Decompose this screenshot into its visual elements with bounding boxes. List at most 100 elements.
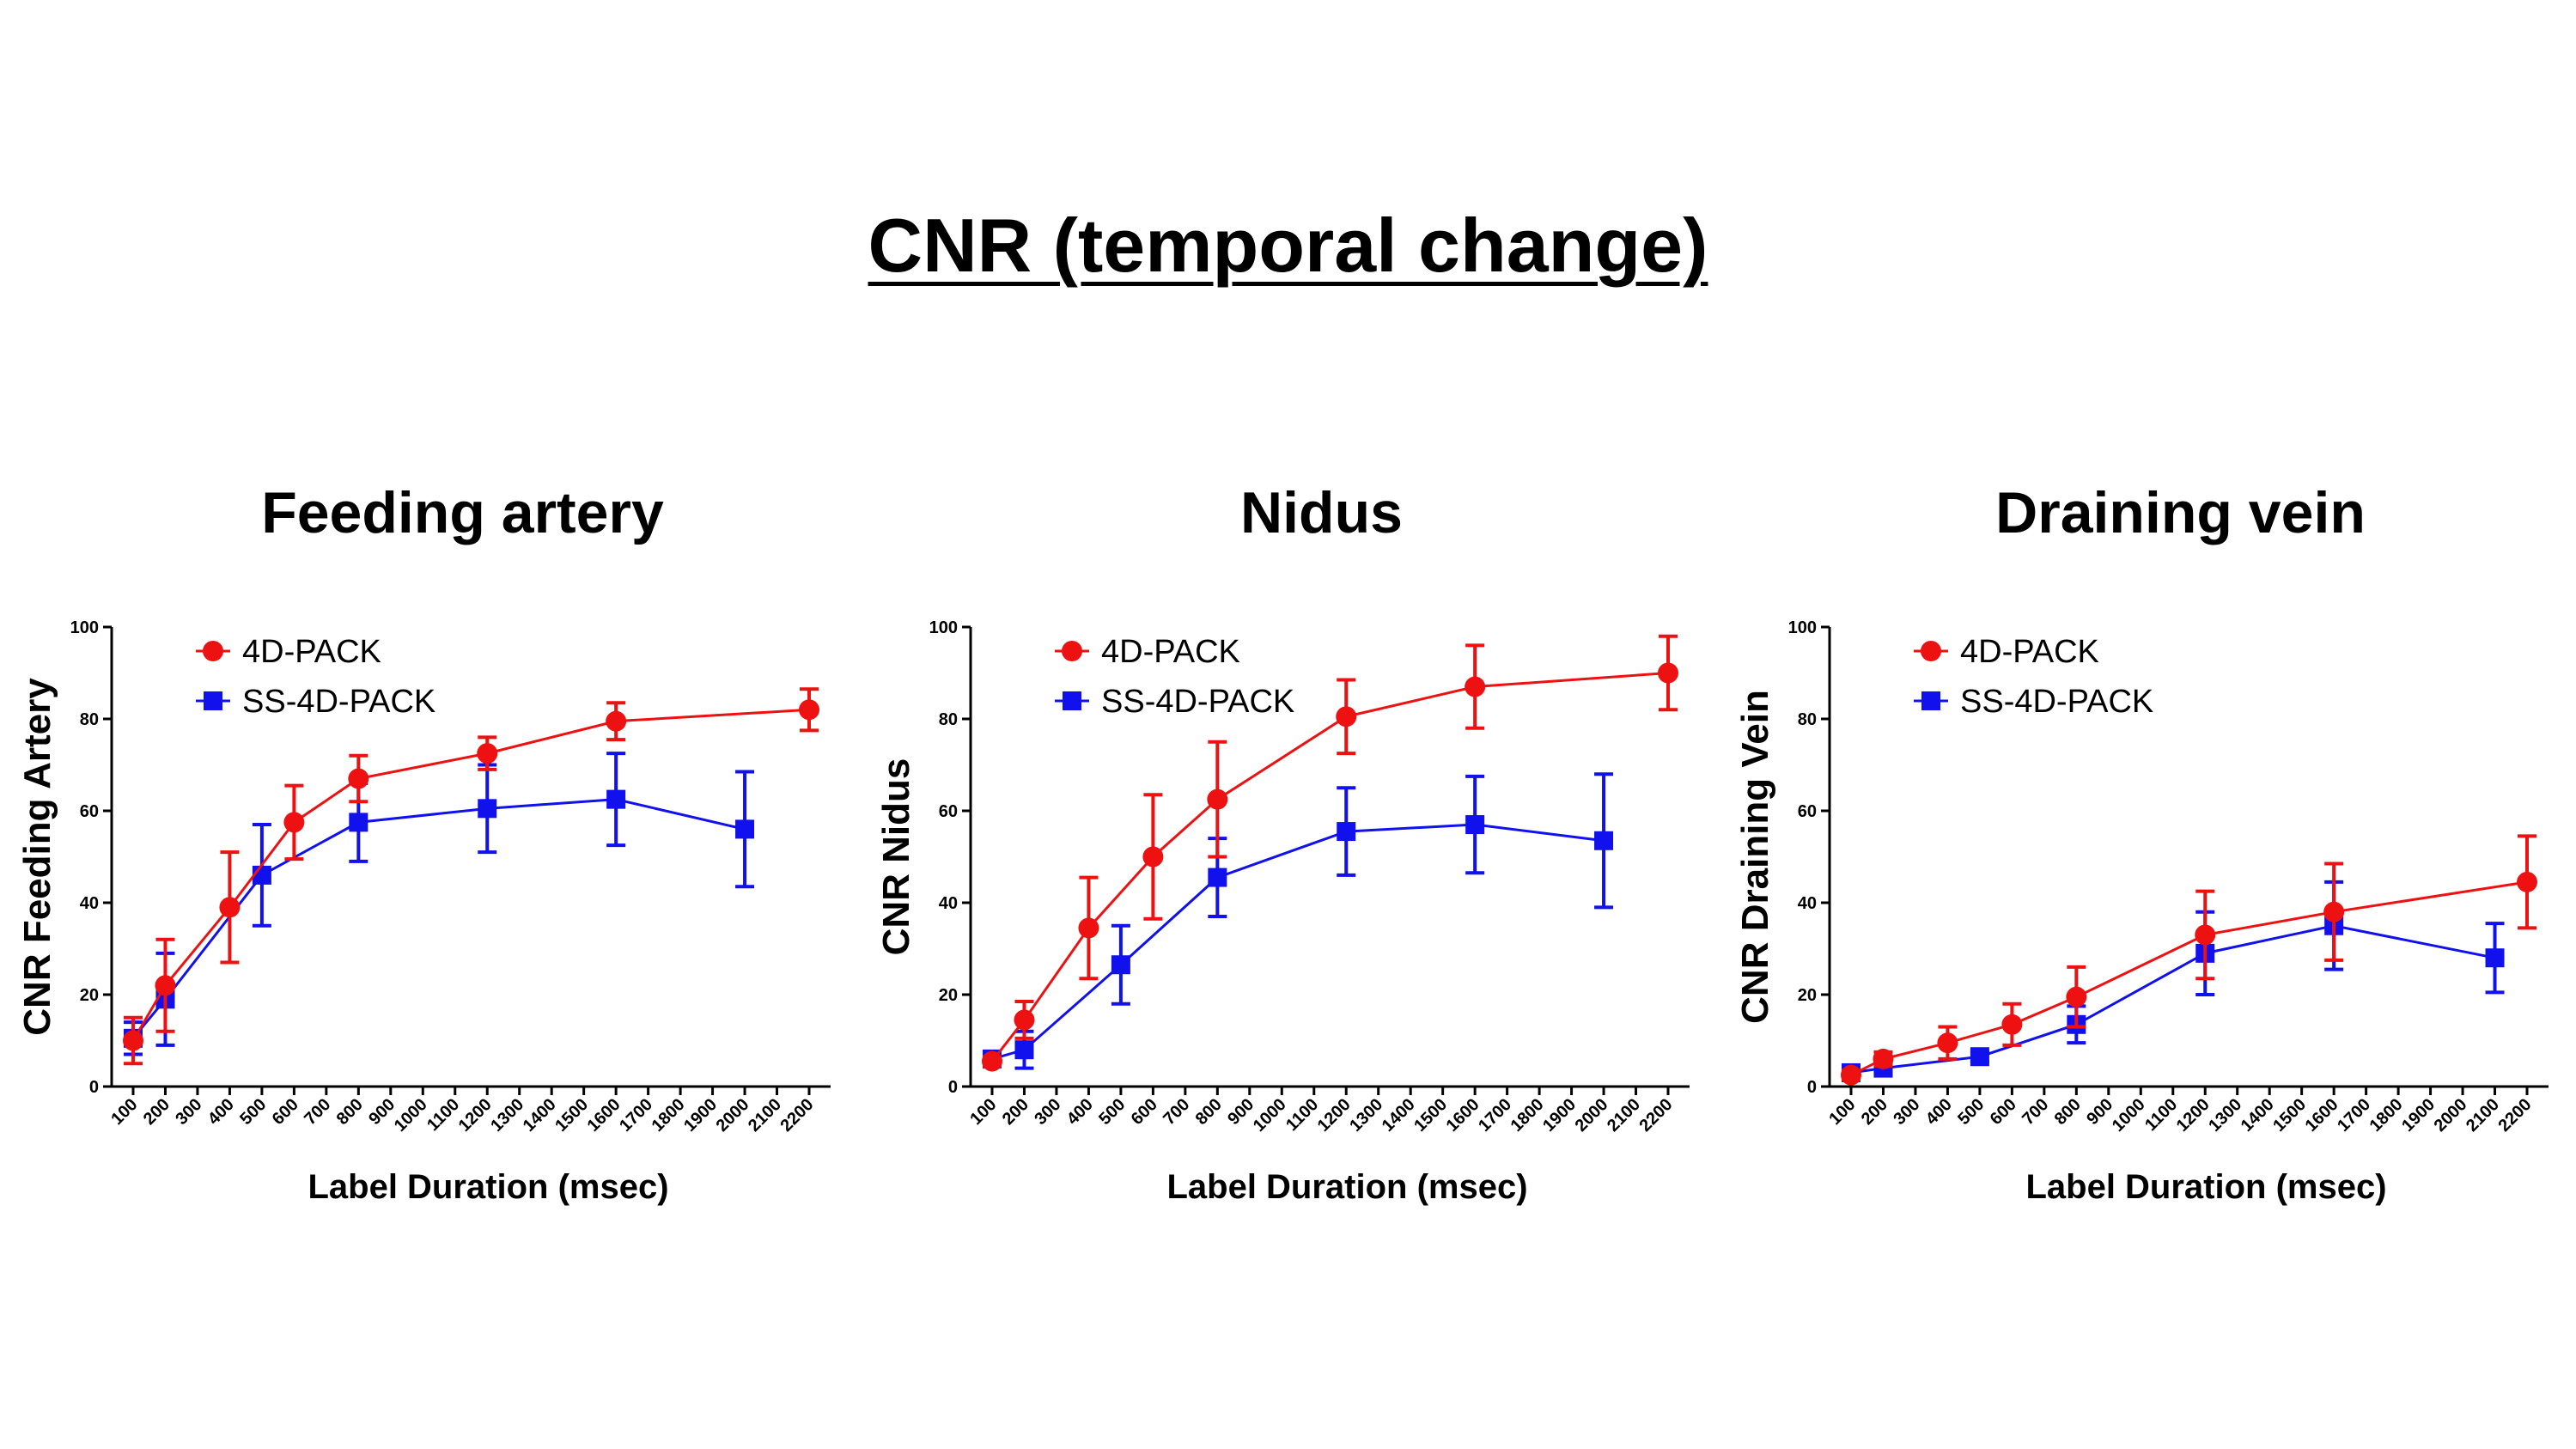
legend-label: 4D-PACK (1101, 634, 1240, 670)
x-tick-label: 1400 (520, 1095, 560, 1135)
y-tick-label: 100 (70, 618, 99, 637)
data-point (219, 897, 241, 918)
x-tick-label: 1200 (2173, 1095, 2214, 1135)
x-tick-label: 700 (301, 1095, 334, 1129)
legend-marker (1921, 641, 1941, 661)
y-tick-label: 60 (1798, 802, 1817, 821)
x-tick-label: 2200 (777, 1095, 818, 1135)
chart-svg: Feeding artery02040608010010020030040050… (16, 480, 831, 1206)
data-point (1078, 917, 1099, 939)
y-axis-label: CNR Nidus (875, 758, 917, 956)
x-tick-label: 500 (1954, 1095, 1988, 1129)
feeding-artery-chart: Feeding artery 0 20 40 60 80 100 100 200 300 400 50… (0, 464, 859, 1237)
data-point (606, 710, 627, 732)
x-tick-label: 2000 (2431, 1095, 2471, 1135)
y-tick-label: 0 (948, 1078, 958, 1097)
legend-marker (1921, 691, 1940, 710)
legend-label: SS-4D-PACK (242, 684, 435, 720)
y-tick-label: 20 (80, 986, 99, 1005)
data-point (1594, 831, 1614, 850)
x-tick-label: 1600 (2302, 1095, 2342, 1135)
x-tick-label: 400 (204, 1095, 238, 1129)
x-tick-label: 1900 (2398, 1095, 2439, 1135)
chart-title: Nidus (1240, 480, 1403, 545)
x-tick-label: 1100 (2141, 1095, 2181, 1135)
x-tick-label: 1000 (391, 1095, 431, 1135)
series-line (1850, 880, 2528, 1076)
x-tick-label: 800 (2051, 1095, 2085, 1129)
x-tick-label: 700 (1160, 1095, 1193, 1129)
y-tick-label: 80 (939, 710, 958, 729)
y-tick-label: 100 (1788, 618, 1817, 637)
x-tick-label: 2100 (745, 1095, 785, 1135)
x-tick-label: 1600 (584, 1095, 624, 1135)
x-tick-label: 700 (2019, 1095, 2052, 1129)
data-point (1970, 1047, 1989, 1067)
data-point (348, 768, 369, 789)
x-tick-label: 1400 (1379, 1095, 1419, 1135)
y-tick-label: 80 (1798, 710, 1817, 729)
x-tick-label: 300 (1031, 1095, 1064, 1129)
y-axis-label: CNR Feeding Artery (16, 678, 58, 1036)
legend-label: 4D-PACK (1960, 634, 2099, 670)
data-point (1336, 706, 1357, 728)
series-4d-pack (1841, 834, 2537, 1086)
x-tick-label: 500 (1095, 1095, 1129, 1129)
data-point (1207, 788, 1228, 810)
x-tick-label: 1700 (2334, 1095, 2374, 1135)
x-tick-label: 200 (140, 1095, 174, 1129)
x-tick-label: 1200 (1314, 1095, 1355, 1135)
legend-label: SS-4D-PACK (1101, 684, 1294, 720)
legend-marker (1062, 641, 1082, 661)
series-ss-4d-pack (983, 772, 1614, 1070)
data-point (982, 1050, 1002, 1072)
x-tick-label: 1200 (455, 1095, 496, 1135)
data-point (1142, 846, 1164, 868)
legend: 4D-PACK SS-4D-PACK (196, 634, 435, 720)
x-tick-label: 1700 (616, 1095, 656, 1135)
series-line (131, 798, 746, 1039)
x-tick-label: 100 (107, 1095, 141, 1129)
x-tick-label: 1800 (649, 1095, 689, 1135)
series-4d-pack (123, 687, 819, 1066)
data-point (735, 819, 755, 839)
legend: 4D-PACK SS-4D-PACK (1055, 634, 1294, 720)
x-tick-label: 1900 (680, 1095, 721, 1135)
x-tick-label: 2200 (2495, 1095, 2536, 1135)
x-tick-label: 400 (1063, 1095, 1097, 1129)
data-point (2001, 1014, 2023, 1035)
x-axis-label: Label Duration (msec) (2025, 1168, 2386, 1206)
x-tick-label: 1500 (551, 1095, 592, 1135)
y-axis-label: CNR Draining Vein (1734, 690, 1776, 1024)
data-point (1873, 1048, 1894, 1069)
x-tick-label: 1800 (1507, 1095, 1548, 1135)
data-point (1014, 1040, 1034, 1060)
x-tick-label: 500 (236, 1095, 270, 1129)
chart-title: Draining vein (1995, 480, 2366, 545)
data-point (478, 799, 497, 819)
draining-vein-chart: Draining vein 0 20 40 60 80 100 100 200 300 400 500… (1718, 464, 2576, 1237)
data-point (1658, 662, 1678, 684)
x-tick-label: 1000 (1250, 1095, 1290, 1135)
y-tick-label: 0 (1807, 1078, 1817, 1097)
x-tick-label: 1500 (1410, 1095, 1451, 1135)
nidus-chart: Nidus 0 20 40 60 80 100 100 200 300 400 500 600 700 80… (859, 464, 1718, 1237)
y-tick-label: 20 (1798, 986, 1817, 1005)
x-tick-label: 2000 (713, 1095, 753, 1135)
series-4d-pack (982, 634, 1678, 1072)
data-point (1465, 815, 1485, 835)
y-tick-label: 100 (929, 618, 958, 637)
legend-marker (203, 641, 223, 661)
data-point (606, 789, 626, 809)
data-point (1208, 868, 1227, 887)
x-tick-label: 1300 (2205, 1095, 2245, 1135)
data-point (155, 975, 176, 996)
y-tick-label: 0 (89, 1078, 99, 1097)
data-point (2485, 948, 2505, 968)
x-tick-label: 800 (333, 1095, 367, 1129)
data-point (283, 812, 305, 833)
series-line (991, 823, 1605, 1061)
x-tick-label: 1300 (1346, 1095, 1386, 1135)
y-tick-label: 40 (1798, 894, 1817, 913)
data-point (799, 699, 819, 721)
